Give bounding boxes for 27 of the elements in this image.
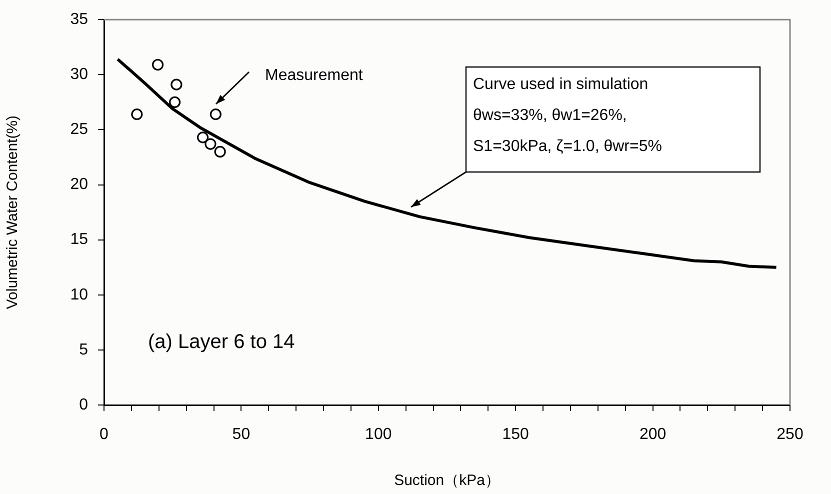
point [170,78,182,90]
y-axis-title: Volumetric Water Content(%) [4,115,22,310]
point [204,138,216,150]
annotation: (a) Layer 6 to 14 [148,331,295,353]
annotation: Measurement [265,67,364,84]
y-tick-label: 0 [79,396,88,414]
x-tick-label: 200 [639,426,666,444]
y-tick-label: 5 [79,341,88,358]
y-tick-label: 30 [70,66,88,84]
x-tick-label: 100 [365,426,392,444]
y-tick-label: 15 [70,231,88,248]
x-tick-label: 50 [232,426,250,444]
point [131,108,143,120]
y-tick-label: 10 [70,286,88,304]
x-tick-label: 150 [502,426,530,444]
y-tick-label: 25 [70,121,88,138]
x-axis-title: Suction（kPa） [394,472,500,490]
point [214,146,226,158]
annotation: Curve used in simulation θws=33%, θw1=26%, S1=30kPa, ζ=1.0, θwr=5% [473,76,662,155]
y-tick-label: 35 [70,11,88,28]
x-tick-label: 0 [100,426,109,444]
x-tick-label: 250 [776,426,804,444]
point [210,108,222,120]
point [196,132,209,144]
point [152,58,164,71]
y-tick-label: 20 [70,176,88,194]
point [168,96,181,108]
